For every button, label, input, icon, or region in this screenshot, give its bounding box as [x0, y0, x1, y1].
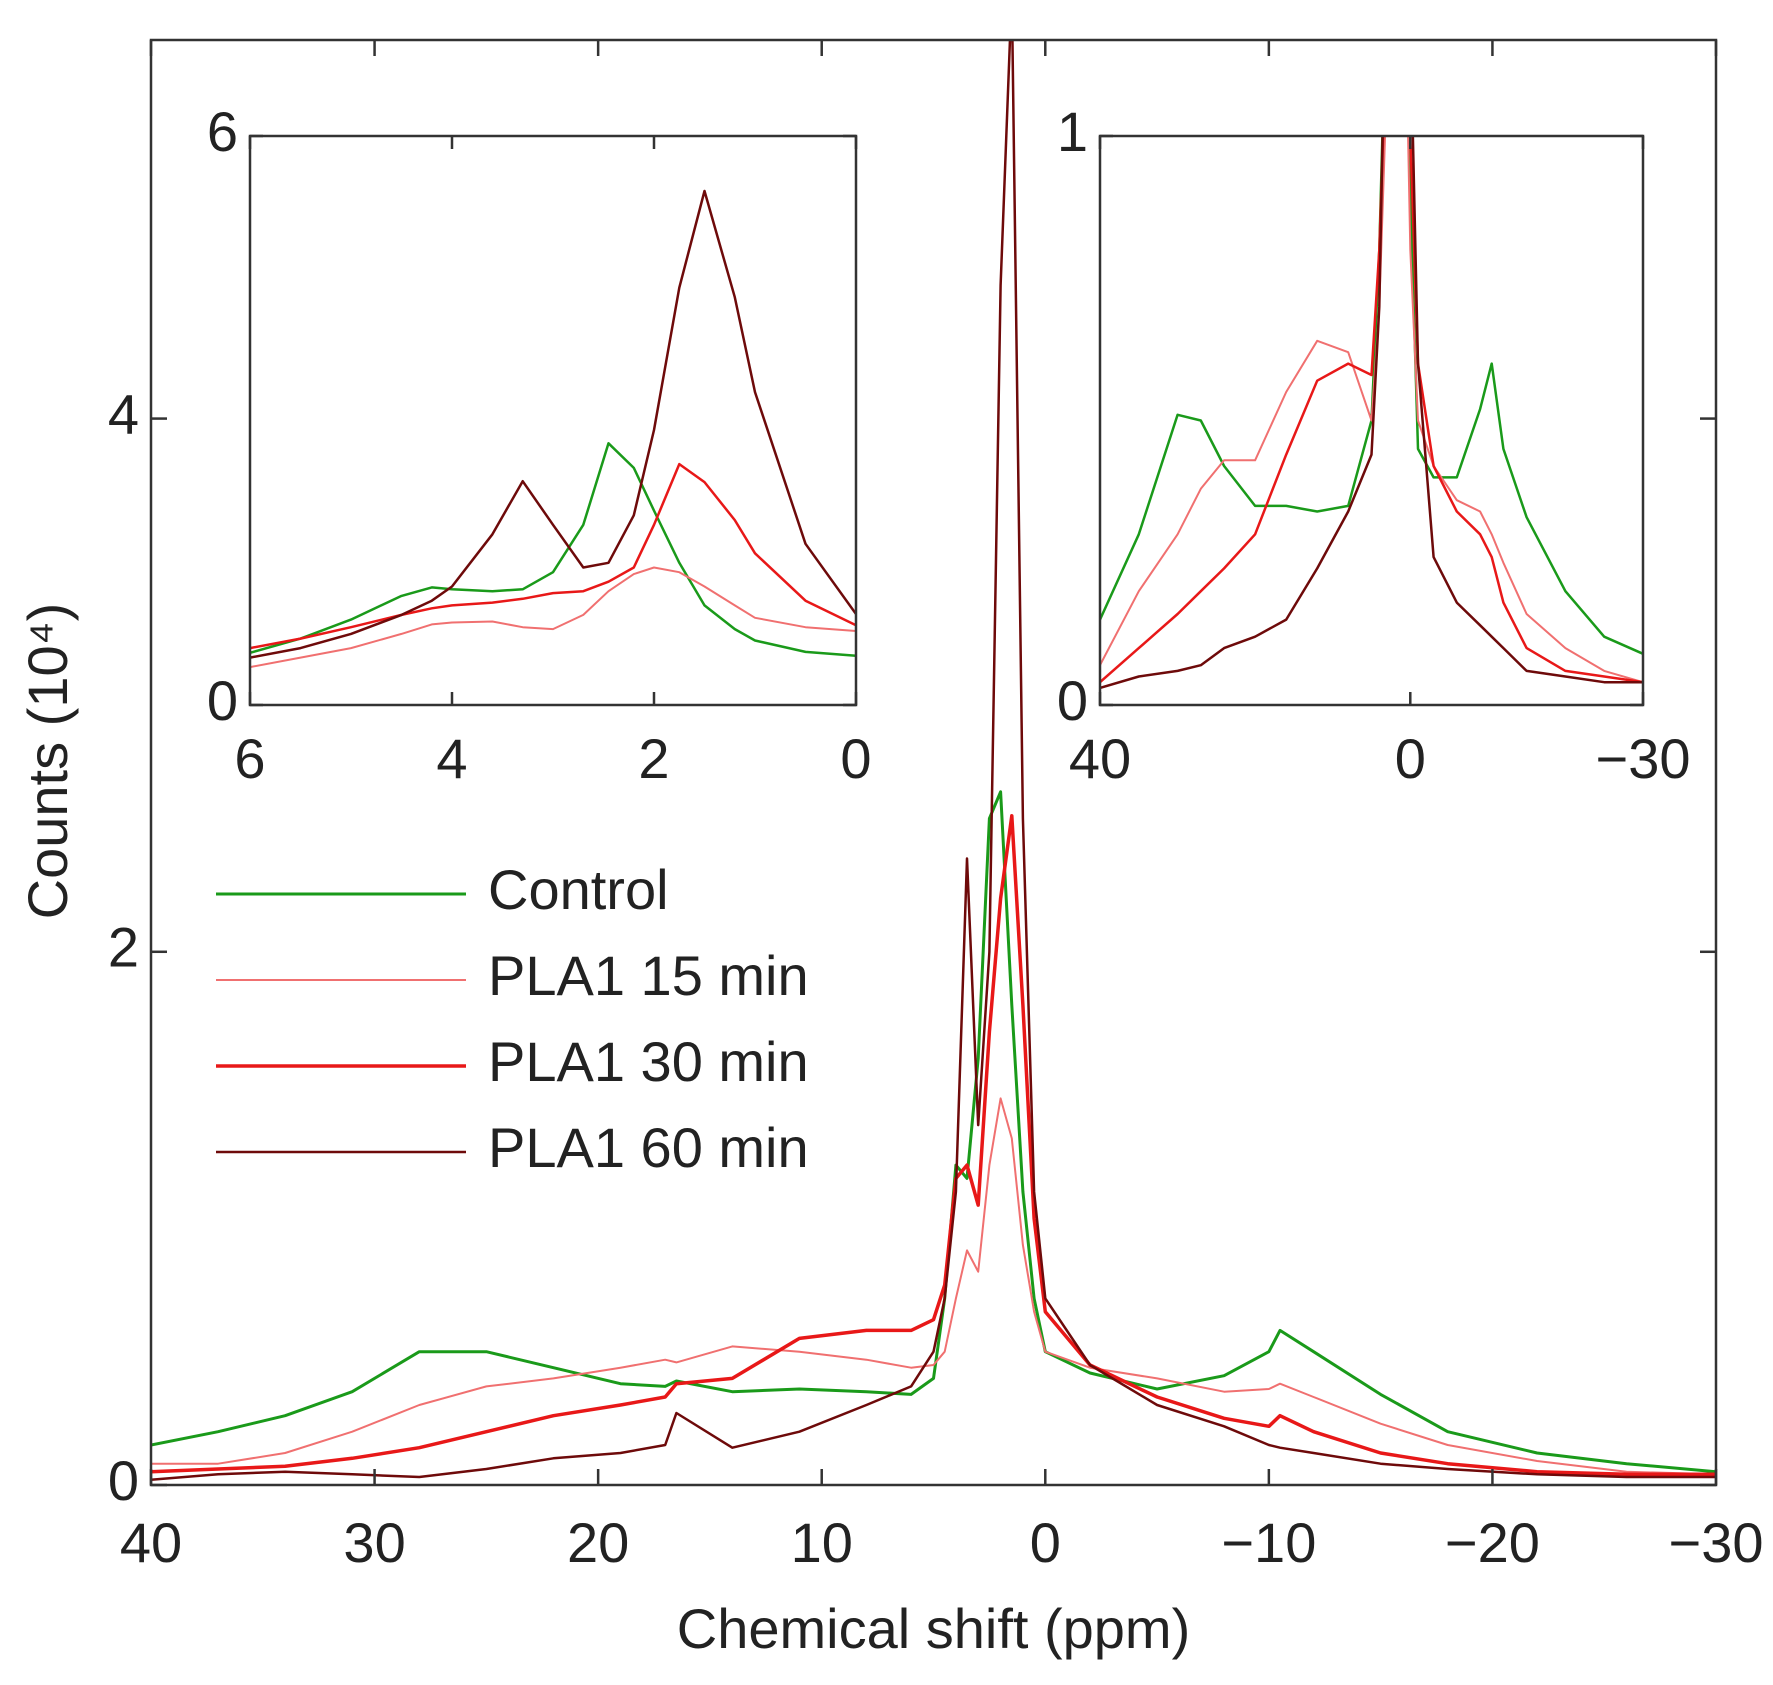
plot-area	[250, 189, 856, 669]
series-line	[151, 1097, 1716, 1476]
x-tick-label: 10	[791, 1511, 853, 1574]
x-tick-label: 4	[436, 727, 467, 790]
x-tick-label: 0	[1030, 1511, 1061, 1574]
series-line	[250, 442, 856, 657]
x-tick-label: 20	[567, 1511, 629, 1574]
plot-area	[1100, 136, 1643, 690]
x-tick-label: 0	[1395, 727, 1426, 790]
x-tick-label: 2	[638, 727, 669, 790]
x-axis-label: Chemical shift (ppm)	[677, 1597, 1190, 1660]
series-line	[151, 790, 1716, 1474]
y-tick-label: 4	[108, 382, 139, 445]
series-line	[1100, 136, 1643, 655]
y-axis-label: Counts (10⁴)	[16, 603, 79, 920]
legend-label: PLA1 60 min	[488, 1116, 809, 1179]
x-tick-label: −30	[1669, 1511, 1764, 1574]
y-tick-label: 6	[207, 100, 238, 163]
series-line	[1100, 136, 1643, 684]
y-tick-label: 0	[207, 669, 238, 732]
y-tick-label: 0	[108, 1449, 139, 1512]
x-tick-label: 30	[343, 1511, 405, 1574]
axes-frame	[1098, 134, 1645, 707]
series-line	[250, 566, 856, 669]
series-line	[250, 189, 856, 659]
series-line	[151, 814, 1716, 1477]
x-tick-label: −20	[1445, 1511, 1540, 1574]
x-tick-label: 40	[120, 1511, 182, 1574]
x-tick-label: −10	[1221, 1511, 1316, 1574]
series-line	[1100, 136, 1643, 684]
plot-area	[151, 40, 1716, 1481]
axes-frame	[149, 38, 1718, 1487]
axes-frame	[248, 134, 858, 707]
legend-label: Control	[488, 858, 669, 921]
legend-label: PLA1 30 min	[488, 1030, 809, 1093]
legend-label: PLA1 15 min	[488, 944, 809, 1007]
x-tick-label: 6	[234, 727, 265, 790]
x-tick-label: −30	[1596, 727, 1691, 790]
series-line	[1100, 136, 1643, 690]
x-tick-label: 0	[840, 727, 871, 790]
y-tick-label: 0	[1057, 669, 1088, 732]
series-line	[151, 40, 1716, 1481]
x-tick-label: 40	[1069, 727, 1131, 790]
y-tick-label: 1	[1057, 100, 1088, 163]
plot-background	[250, 136, 856, 705]
y-tick-label: 2	[108, 916, 139, 979]
